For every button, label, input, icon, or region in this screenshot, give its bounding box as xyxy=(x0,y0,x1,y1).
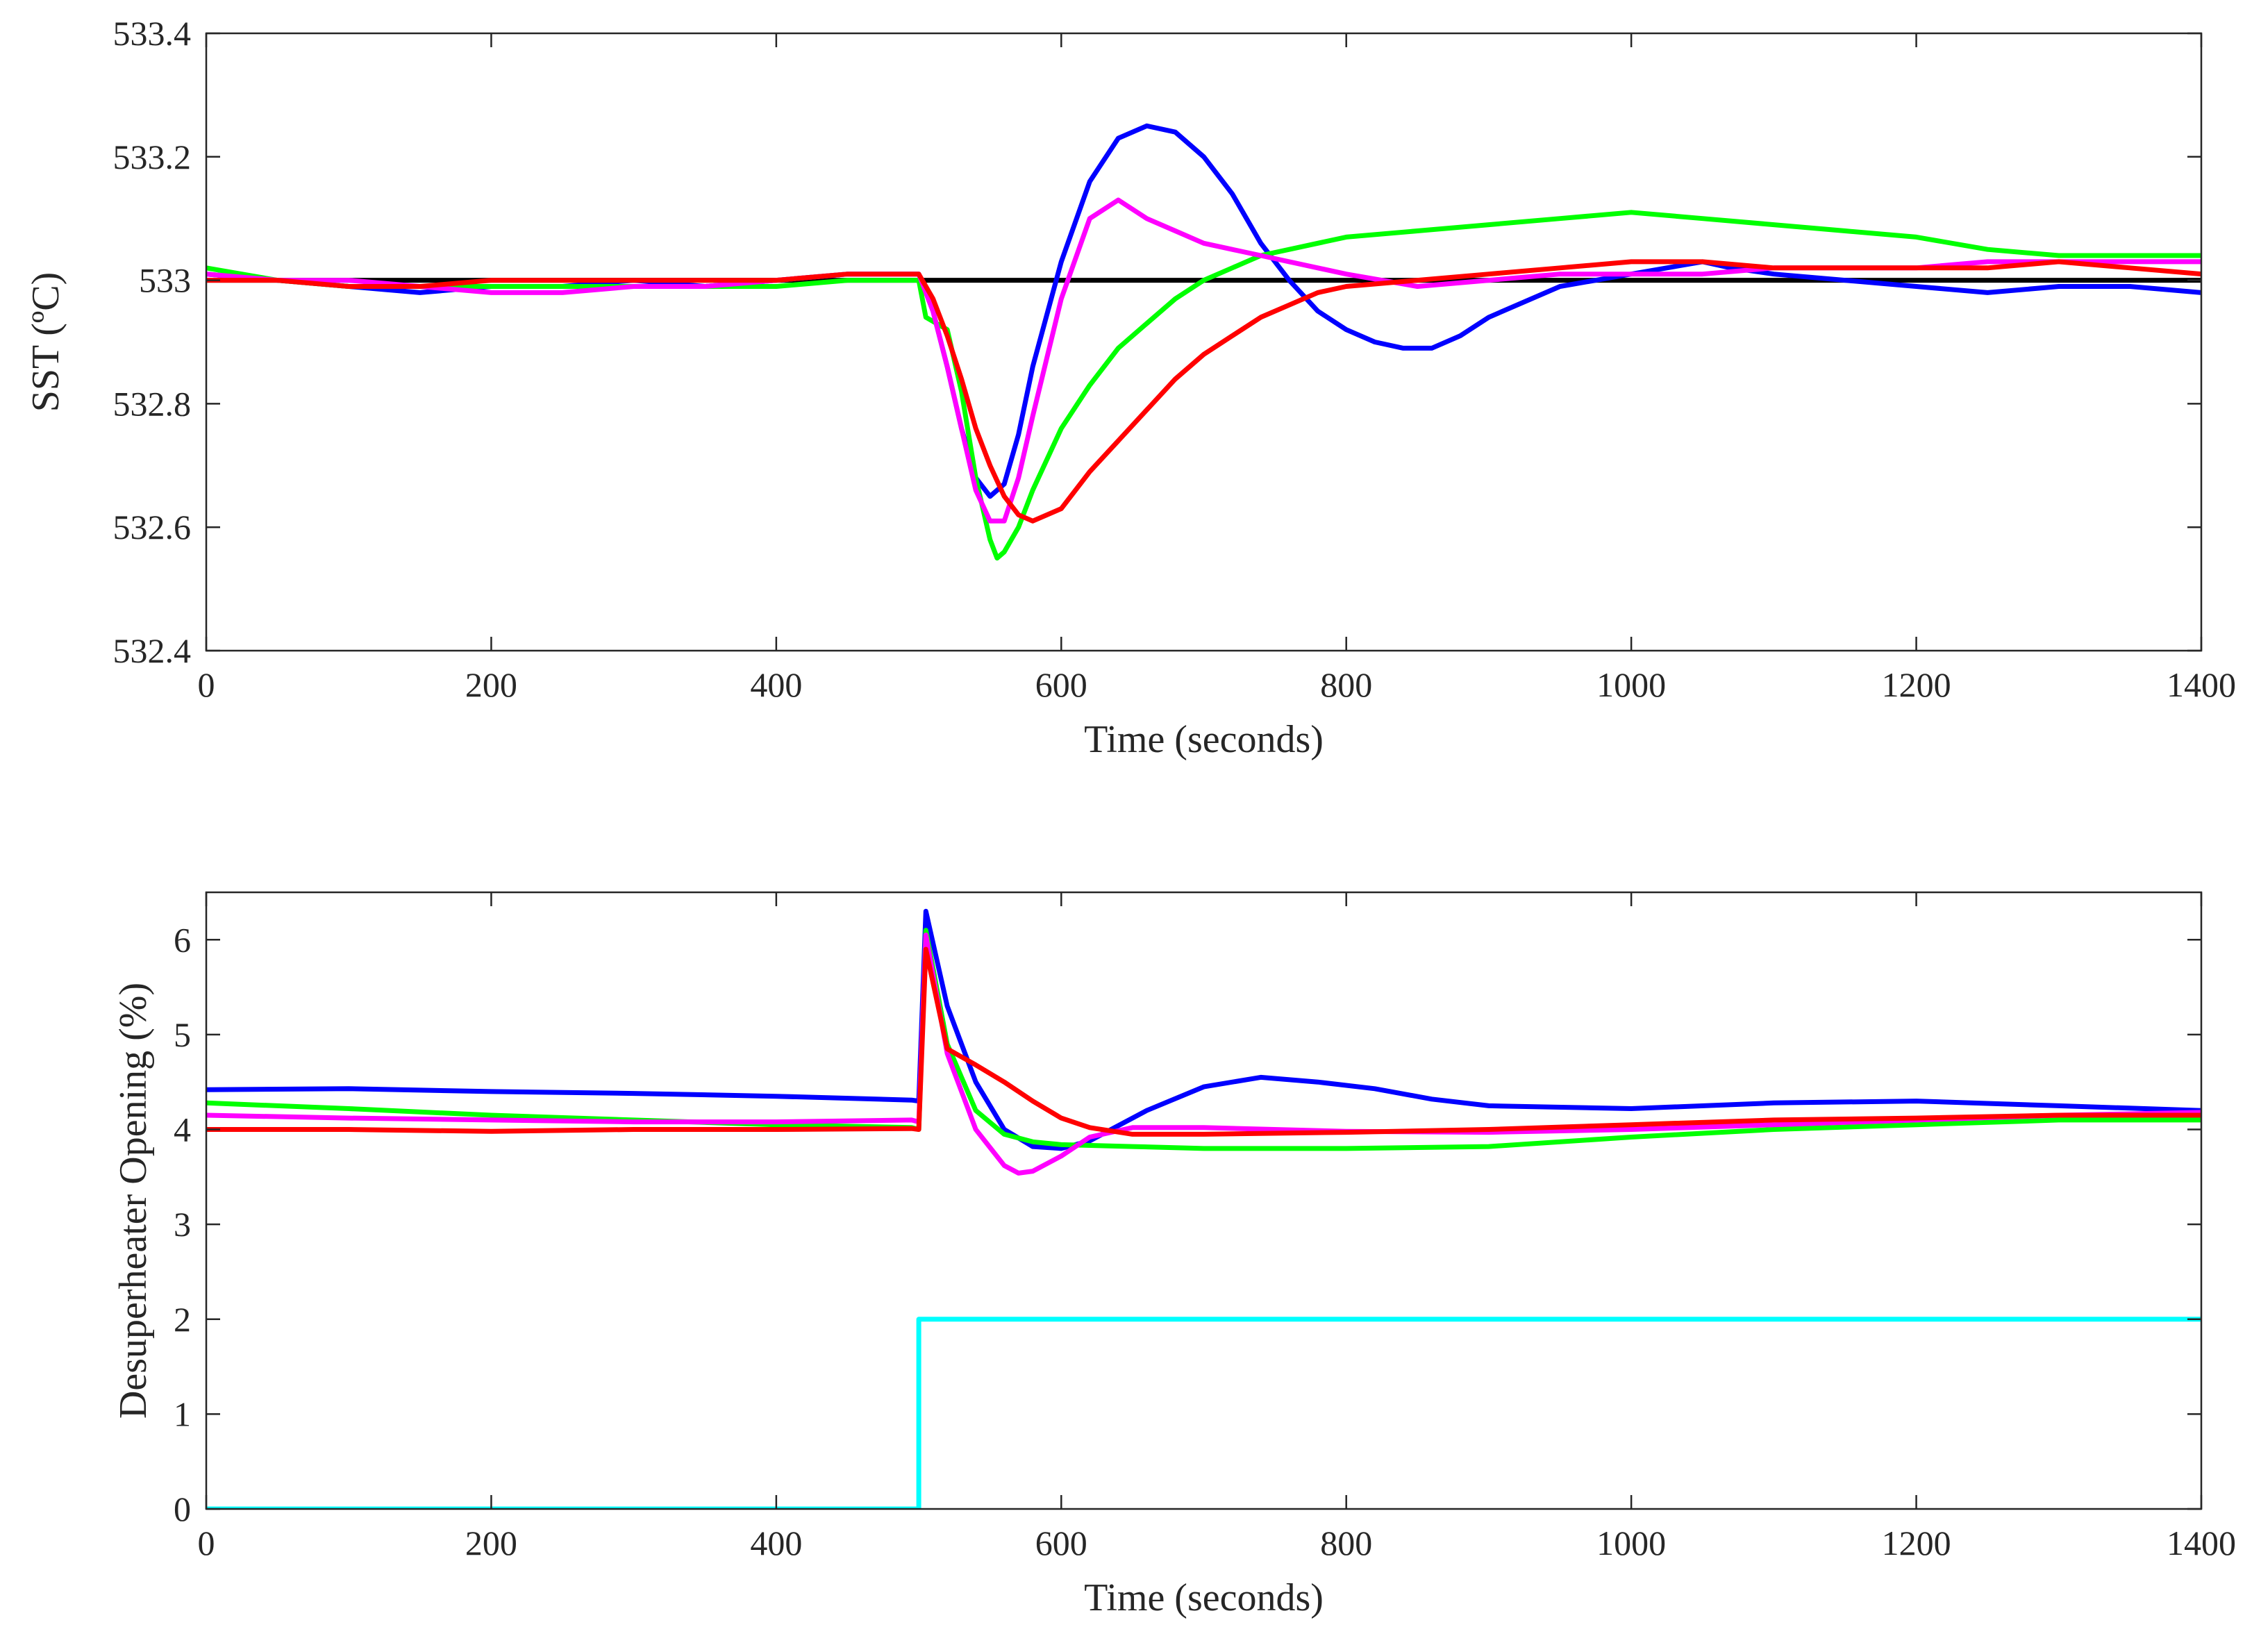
series-line-red xyxy=(206,259,2201,524)
x-tick-label: 400 xyxy=(750,665,802,704)
y-tick-label: 0 xyxy=(174,1490,191,1528)
x-tick-label: 600 xyxy=(1035,665,1087,704)
x-tick-label: 1000 xyxy=(1596,665,1666,704)
y-axis-label: Desuperheater Opening (%) xyxy=(112,983,155,1419)
y-tick-label: 2 xyxy=(174,1300,191,1339)
x-tick-label: 400 xyxy=(750,1524,802,1562)
y-tick-label: 532.4 xyxy=(113,631,192,670)
y-tick-label: 532.6 xyxy=(113,508,192,547)
x-tick-label: 200 xyxy=(465,1524,517,1562)
series-line-green xyxy=(206,210,2201,561)
y-tick-label: 4 xyxy=(174,1110,191,1149)
y-tick-label: 533.4 xyxy=(113,14,192,53)
series-line-magenta xyxy=(206,197,2201,524)
x-axis-label: Time (seconds) xyxy=(1084,1576,1324,1619)
series-line-magenta xyxy=(206,933,2201,1176)
x-tick-label: 1000 xyxy=(1596,1524,1666,1562)
y-tick-label: 6 xyxy=(174,920,191,959)
y-tick-label: 532.8 xyxy=(113,384,192,423)
series-group xyxy=(206,123,2201,561)
x-tick-label: 800 xyxy=(1320,665,1372,704)
x-tick-label: 1200 xyxy=(1882,665,1951,704)
x-tick-label: 1400 xyxy=(2167,1524,2236,1562)
x-tick-label: 200 xyxy=(465,665,517,704)
x-tick-label: 1400 xyxy=(2167,665,2236,704)
y-tick-label: 5 xyxy=(174,1015,191,1054)
x-axis-label: Time (seconds) xyxy=(1084,718,1324,761)
x-tick-label: 0 xyxy=(198,665,215,704)
series-line-disturbance xyxy=(206,1317,2201,1509)
x-tick-label: 0 xyxy=(198,1524,215,1562)
series-group xyxy=(206,908,2201,1509)
x-tick-label: 1200 xyxy=(1882,1524,1951,1562)
y-tick-label: 533 xyxy=(139,261,191,300)
chart-sst: 0 200 400 600 800 1000 1200 1400 532.4 532.6 532.8… xyxy=(24,14,2236,761)
y-tick-label: 1 xyxy=(174,1394,191,1433)
chart-desuperheater-opening: 0 200 400 600 800 1000 1200 1400 0 1 2 3 4 5 6 Time (se… xyxy=(112,891,2236,1619)
plot-frame xyxy=(205,32,2203,652)
plot-frame xyxy=(205,891,2203,1510)
y-tick-label: 3 xyxy=(174,1205,191,1244)
series-line-red xyxy=(206,946,2201,1137)
x-tick-label: 800 xyxy=(1320,1524,1372,1562)
y-tick-label: 533.2 xyxy=(113,137,192,176)
x-tick-label: 600 xyxy=(1035,1524,1087,1562)
y-axis-label: SST (ºC) xyxy=(24,272,67,412)
